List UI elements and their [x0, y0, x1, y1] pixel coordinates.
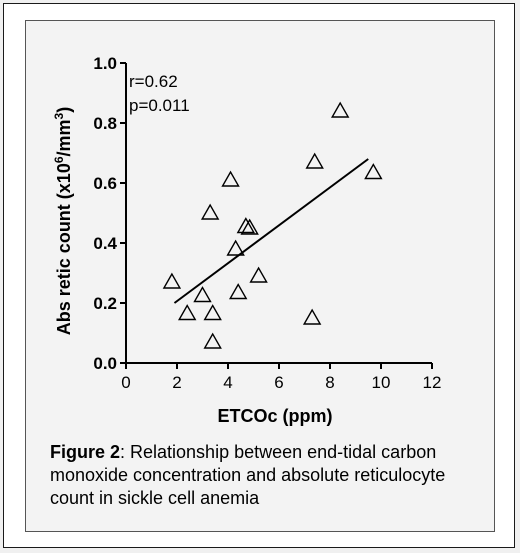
- data-point-triangle: [330, 101, 350, 118]
- annotation-r: r=0.62: [129, 72, 178, 91]
- y-tick-label: 0.2: [93, 294, 117, 313]
- y-tick-label: 0.0: [93, 354, 117, 373]
- data-point-triangle: [249, 266, 268, 283]
- x-tick-label: 4: [223, 373, 232, 392]
- x-tick-label: 2: [172, 373, 181, 392]
- regression-line-group: [173, 158, 369, 304]
- scatter-chart: 0.0 0.2 0.4 0.6 0.8 1.0 0 2 4 6 8 10 12 r=0.62 p=0.0…: [52, 54, 441, 426]
- data-point-triangle: [240, 218, 259, 235]
- x-tick-label: 0: [121, 373, 130, 392]
- regression-line: [173, 158, 369, 304]
- y-tick-label: 0.6: [93, 174, 117, 193]
- data-point-triangle: [236, 217, 256, 234]
- x-axis-label: ETCOc (ppm): [218, 406, 333, 426]
- y-axis-label: Abs retic count (x106/mm3): [52, 107, 74, 335]
- data-point-triangle: [203, 304, 222, 321]
- data-point-triangle: [364, 163, 383, 180]
- x-tick-label: 12: [423, 373, 442, 392]
- data-point-triangle: [226, 239, 245, 256]
- data-point-triangle: [177, 304, 197, 321]
- data-point-triangle: [221, 170, 240, 187]
- figure-panel: 0.0 0.2 0.4 0.6 0.8 1.0 0 2 4 6 8 10 12 r=0.62 p=0.0…: [25, 20, 495, 532]
- caption-text: : Relationship between end-tidal carbon …: [50, 442, 446, 508]
- data-point-triangle: [228, 283, 248, 300]
- x-tick-label: 6: [274, 373, 283, 392]
- figure-label: Figure 2: [50, 442, 121, 462]
- axes: [120, 62, 433, 369]
- y-tick-label: 0.8: [93, 114, 117, 133]
- x-tick-label: 10: [372, 373, 391, 392]
- data-point-triangle: [203, 332, 222, 349]
- data-point-triangle: [162, 272, 182, 289]
- tick-labels: 0.0 0.2 0.4 0.6 0.8 1.0 0 2 4 6 8 10 12: [93, 54, 441, 392]
- x-tick-label: 8: [325, 373, 334, 392]
- data-point-triangle: [200, 203, 220, 220]
- y-tick-label: 0.4: [93, 234, 117, 253]
- annotation-p: p=0.011: [129, 96, 190, 115]
- y-tick-label: 1.0: [93, 54, 117, 73]
- data-point-triangle: [305, 152, 324, 169]
- data-points: [162, 101, 383, 349]
- figure-caption: Figure 2: Relationship between end-tidal…: [50, 441, 490, 510]
- data-point-triangle: [302, 308, 322, 325]
- data-point-triangle: [193, 286, 212, 303]
- figure-frame: 0.0 0.2 0.4 0.6 0.8 1.0 0 2 4 6 8 10 12 r=0.62 p=0.0…: [3, 3, 515, 548]
